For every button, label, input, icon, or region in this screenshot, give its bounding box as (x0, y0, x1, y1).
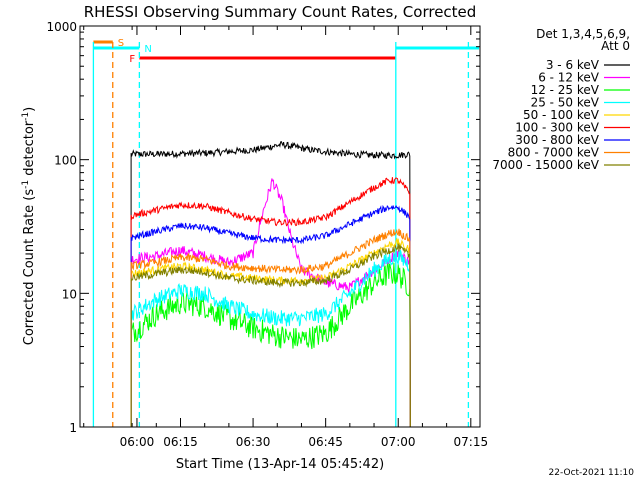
x-axis-label: Start Time (13-Apr-14 05:45:42) (176, 457, 384, 472)
legend-label: 100 - 300 keV (515, 121, 599, 135)
y-tick-label: 1000 (46, 20, 77, 34)
series-line-6 (130, 204, 411, 428)
vertical-marker-lines (92, 42, 470, 427)
series-line-2 (130, 262, 411, 428)
y-axis-ticks: 1 10 100 1000 (46, 20, 480, 435)
series-line-0 (130, 141, 411, 428)
x-tick-label: 07:00 (381, 435, 416, 449)
x-tick-label: 06:45 (308, 435, 343, 449)
x-tick-label: 06:00 (120, 435, 155, 449)
flag-label-s: S (118, 38, 124, 49)
legend-label: 3 - 6 keV (546, 58, 600, 72)
series-line-8 (130, 243, 411, 428)
x-tick-label: 06:15 (163, 435, 198, 449)
flag-label-f: F (129, 54, 135, 65)
legend-label: 6 - 12 keV (538, 71, 600, 85)
attenuator-flag-bars: S NF (93, 38, 479, 65)
legend-header-line2: Att 0 (601, 39, 630, 53)
y-axis-label: Corrected Count Rate (s-1 detector-1) (21, 107, 37, 345)
y-tick-label: 10 (62, 287, 77, 301)
x-tick-label: 06:30 (236, 435, 271, 449)
series-line-3 (130, 249, 411, 428)
flag-label-n: N (144, 44, 151, 55)
x-tick-label: 07:15 (454, 435, 489, 449)
series-line-7 (130, 228, 411, 428)
y-tick-label: 100 (54, 154, 77, 168)
legend-label: 300 - 800 keV (515, 133, 599, 147)
series-line-4 (130, 237, 411, 428)
legend-label: 50 - 100 keV (523, 108, 600, 122)
legend-label: 800 - 7000 keV (508, 146, 600, 160)
legend-label: 25 - 50 keV (531, 96, 600, 110)
chart-title: RHESSI Observing Summary Count Rates, Co… (84, 3, 477, 21)
x-axis-ticks: 06:00 06:15 06:30 06:45 07:00 07:15 (83, 26, 489, 449)
legend-label: 7000 - 15000 keV (492, 158, 599, 172)
y-tick-label: 1 (69, 421, 77, 435)
footer-timestamp: 22-Oct-2021 11:10 (549, 468, 635, 478)
plot-frame (79, 25, 481, 428)
legend-header-line1: Det 1,3,4,5,6,9, (536, 27, 630, 41)
series-line-5 (130, 177, 411, 428)
series-group (130, 141, 411, 428)
legend-label: 12 - 25 keV (531, 83, 600, 97)
